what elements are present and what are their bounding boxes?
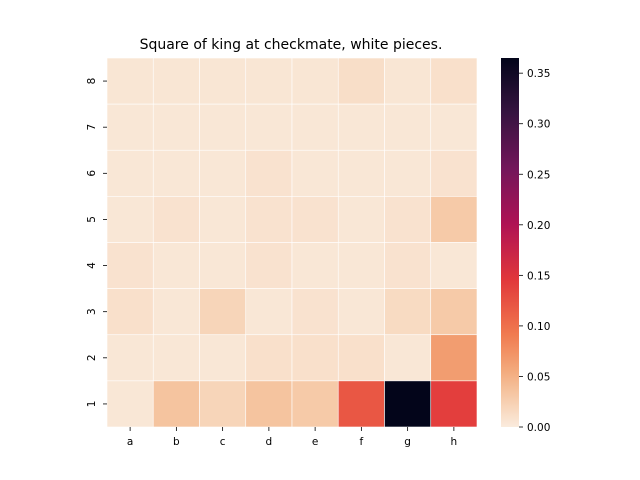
heatmap-cell-e1 bbox=[291, 380, 339, 428]
heatmap-cell-g1 bbox=[384, 380, 432, 428]
colorbar-tick-label: 0.00 bbox=[527, 422, 550, 434]
heatmap-cell-h1 bbox=[430, 380, 478, 428]
heatmap-cell-d4 bbox=[245, 242, 293, 289]
y-tick-label: 1 bbox=[86, 401, 98, 408]
heatmap-cell-d7 bbox=[245, 103, 293, 151]
colorbar-tick-label: 0.20 bbox=[527, 220, 550, 232]
heatmap-cell-g3 bbox=[384, 288, 432, 336]
heatmap-cell-b3 bbox=[152, 288, 200, 336]
heatmap-cell-c1 bbox=[199, 380, 247, 428]
heatmap-cell-g4 bbox=[384, 242, 432, 289]
x-tick-label: g bbox=[404, 436, 411, 448]
heatmap-cell-a5 bbox=[106, 196, 154, 243]
y-tick-label: 5 bbox=[86, 216, 98, 223]
heatmap-cell-f7 bbox=[337, 103, 385, 151]
colorbar: 0.00 0.05 0.10 0.15 0.20 0.25 0.30 0.35 bbox=[501, 58, 550, 434]
heatmap-cell-a1 bbox=[106, 380, 154, 428]
y-tick-label: 7 bbox=[86, 124, 98, 131]
y-axis: 8 7 6 5 4 3 2 1 bbox=[86, 78, 107, 408]
colorbar-tick-label: 0.30 bbox=[527, 119, 550, 131]
x-tick-label: h bbox=[451, 436, 458, 448]
heatmap-cell-b7 bbox=[152, 103, 200, 151]
heatmap-cell-d6 bbox=[245, 149, 293, 197]
heatmap-cell-e3 bbox=[291, 288, 339, 336]
heatmap-cell-c2 bbox=[199, 334, 247, 382]
heatmap-cell-f4 bbox=[337, 242, 385, 289]
colorbar-tick-label: 0.35 bbox=[527, 68, 550, 80]
heatmap-cell-a7 bbox=[106, 103, 154, 151]
heatmap-cell-h4 bbox=[430, 242, 478, 289]
heatmap-cell-c7 bbox=[199, 103, 247, 151]
x-tick-label: b bbox=[173, 436, 180, 448]
heatmap-cell-a3 bbox=[106, 288, 154, 336]
colorbar-gradient bbox=[501, 58, 519, 427]
heatmap-cell-b5 bbox=[152, 196, 200, 243]
heatmap-cell-b8 bbox=[152, 57, 200, 105]
x-axis: a b c d e f g h bbox=[127, 427, 457, 448]
heatmap-cell-f6 bbox=[337, 149, 385, 197]
colorbar-tick-label: 0.05 bbox=[527, 371, 550, 383]
heatmap-cell-f3 bbox=[337, 288, 385, 336]
colorbar-tick-label: 0.25 bbox=[527, 169, 550, 181]
heatmap-cell-a4 bbox=[106, 242, 154, 289]
y-tick-label: 3 bbox=[86, 308, 98, 315]
heatmap-cell-a6 bbox=[106, 149, 154, 197]
heatmap-cell-h3 bbox=[430, 288, 478, 336]
heatmap-cells bbox=[106, 57, 478, 428]
heatmap-cell-h8 bbox=[430, 57, 478, 105]
heatmap-cell-d5 bbox=[245, 196, 293, 243]
x-tick-label: a bbox=[127, 436, 133, 448]
heatmap-cell-h6 bbox=[430, 149, 478, 197]
heatmap-cell-f2 bbox=[337, 334, 385, 382]
heatmap-cell-c5 bbox=[199, 196, 247, 243]
x-tick-label: d bbox=[266, 436, 273, 448]
heatmap-cell-e5 bbox=[291, 196, 339, 243]
heatmap-cell-h7 bbox=[430, 103, 478, 151]
y-tick-label: 4 bbox=[86, 262, 98, 269]
heatmap-cell-f1 bbox=[337, 380, 385, 428]
chart-title: Square of king at checkmate, white piece… bbox=[140, 37, 443, 53]
heatmap-cell-e8 bbox=[291, 57, 339, 105]
colorbar-tick-label: 0.15 bbox=[527, 270, 550, 282]
heatmap-cell-d2 bbox=[245, 334, 293, 382]
heatmap-cell-g5 bbox=[384, 196, 432, 243]
x-tick-label: e bbox=[312, 436, 318, 448]
y-tick-label: 2 bbox=[86, 354, 98, 361]
heatmap-cell-c3 bbox=[199, 288, 247, 336]
heatmap-cell-c4 bbox=[199, 242, 247, 289]
heatmap-cell-b4 bbox=[152, 242, 200, 289]
heatmap-cell-g7 bbox=[384, 103, 432, 151]
heatmap-cell-d1 bbox=[245, 380, 293, 428]
heatmap-cell-d3 bbox=[245, 288, 293, 336]
x-tick-label: c bbox=[220, 436, 226, 448]
heatmap-cell-d8 bbox=[245, 57, 293, 105]
x-tick-label: f bbox=[360, 436, 364, 448]
heatmap-cell-c6 bbox=[199, 149, 247, 197]
heatmap-cell-a2 bbox=[106, 334, 154, 382]
y-tick-label: 6 bbox=[86, 170, 98, 177]
heatmap-cell-e6 bbox=[291, 149, 339, 197]
heatmap-cell-e4 bbox=[291, 242, 339, 289]
heatmap-cell-c8 bbox=[199, 57, 247, 105]
heatmap-cell-h5 bbox=[430, 196, 478, 243]
heatmap-cell-b1 bbox=[152, 380, 200, 428]
heatmap-cell-g6 bbox=[384, 149, 432, 197]
heatmap-cell-g2 bbox=[384, 334, 432, 382]
heatmap-cell-b6 bbox=[152, 149, 200, 197]
colorbar-tick-label: 0.10 bbox=[527, 321, 550, 333]
heatmap-cell-g8 bbox=[384, 57, 432, 105]
heatmap-cell-a8 bbox=[106, 57, 154, 105]
heatmap-cell-f5 bbox=[337, 196, 385, 243]
heatmap-cell-f8 bbox=[337, 57, 385, 105]
heatmap-cell-b2 bbox=[152, 334, 200, 382]
heatmap-cell-e2 bbox=[291, 334, 339, 382]
heatmap-cell-h2 bbox=[430, 334, 478, 382]
y-tick-label: 8 bbox=[86, 78, 98, 85]
heatmap-cell-e7 bbox=[291, 103, 339, 151]
